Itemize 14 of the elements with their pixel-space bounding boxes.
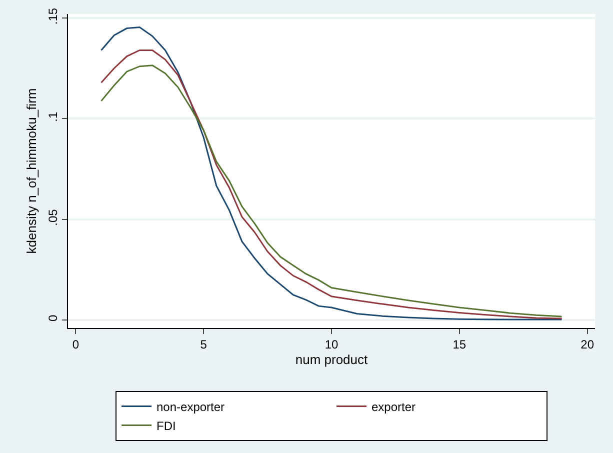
x-axis-title: num product xyxy=(295,352,368,367)
y-tick-label: 0 xyxy=(46,314,60,322)
legend-label: FDI xyxy=(156,418,176,433)
x-tick-label: 5 xyxy=(200,337,208,352)
x-tick-label: 15 xyxy=(452,337,466,352)
y-tick-label: .05 xyxy=(46,208,60,226)
y-tick-label: .1 xyxy=(46,112,60,122)
x-tick-label: 20 xyxy=(580,337,594,352)
legend-label: non-exporter xyxy=(156,400,225,414)
x-tick-label: 10 xyxy=(324,337,338,352)
legend-label: exporter xyxy=(372,400,416,414)
y-tick-label: .15 xyxy=(46,8,60,25)
x-tick-label: 0 xyxy=(72,337,80,352)
y-axis-title: kdensity n_of_himmoku_firm xyxy=(24,88,40,254)
